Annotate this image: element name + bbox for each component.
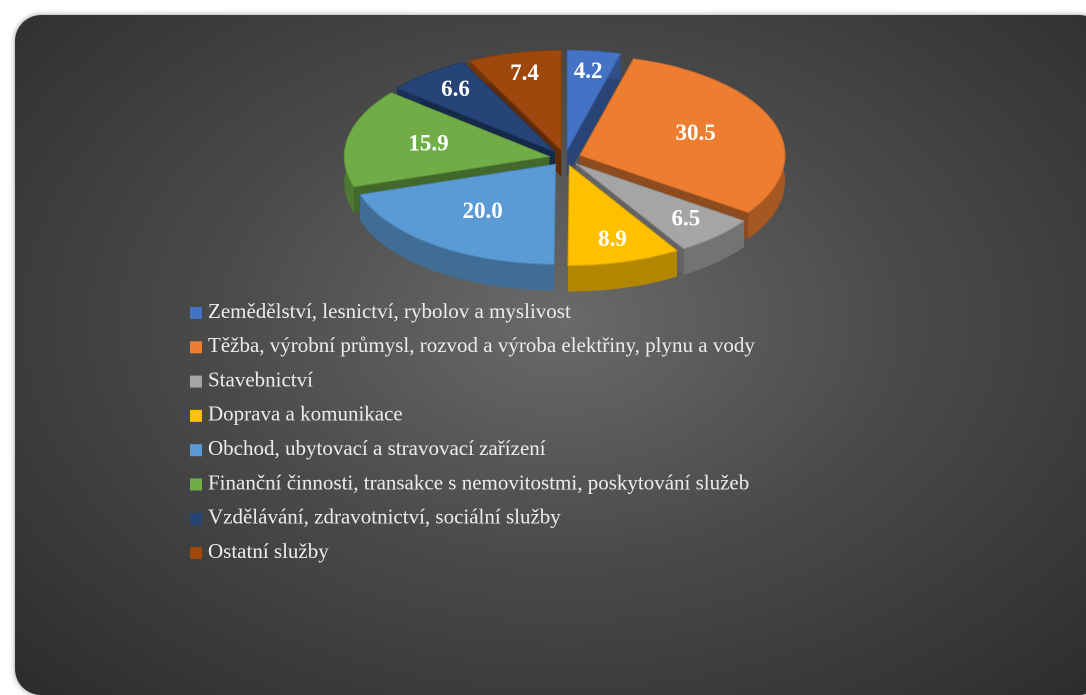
- slice: [343, 92, 552, 188]
- slice-cut-face: [567, 53, 621, 177]
- slice: [468, 49, 562, 152]
- data-label: 6.5: [671, 206, 700, 231]
- legend-label: Stavebnictví: [208, 367, 313, 391]
- slice: [579, 58, 786, 214]
- data-label: 4.2: [574, 58, 603, 83]
- data-label: 30.5: [676, 120, 716, 145]
- legend-label: Finanční činnosti, transakce s nemovitos…: [208, 470, 749, 494]
- legend-label: Ostatní služby: [208, 539, 329, 563]
- legend-label: Vzdělávání, zdravotnictví, sociální služ…: [208, 505, 561, 529]
- legend-swatch: [190, 547, 202, 560]
- data-label: 20.0: [462, 198, 502, 223]
- slice-side: [683, 220, 745, 275]
- legend-swatch: [190, 375, 202, 388]
- slice-side: [360, 194, 555, 291]
- legend-label: Doprava a komunikace: [208, 402, 403, 426]
- legend-swatch: [190, 512, 202, 525]
- chart: 4.2 30.5 6.5 8.9 20.0 15.9 6.6 7.4 Zemědělství, …: [190, 49, 786, 563]
- page: 4.2 30.5 6.5 8.9 20.0 15.9 6.6 7.4 Zemědělství, …: [15, 15, 1086, 695]
- data-label: 15.9: [408, 130, 448, 155]
- legend-label: Těžba, výrobní průmysl, rozvod a výroba …: [208, 333, 755, 357]
- legend-swatch: [190, 341, 202, 354]
- data-label: 8.9: [598, 226, 627, 251]
- legend-label: Zemědělství, lesnictví, rybolov a mysliv…: [208, 299, 571, 323]
- legend-swatch: [190, 478, 202, 491]
- legend-swatch: [190, 307, 202, 319]
- legend-swatch: [190, 409, 202, 422]
- slice: [575, 163, 746, 250]
- slice: [395, 61, 556, 153]
- data-label: 7.4: [510, 60, 539, 85]
- slice: [359, 163, 557, 265]
- legend-label: Obchod, ubytovací a stravovací zařízení: [208, 436, 546, 460]
- slice: [567, 164, 679, 266]
- slice: [566, 49, 622, 153]
- legend-swatch: [190, 444, 202, 457]
- slice-side: [568, 250, 677, 292]
- data-label: 6.6: [441, 76, 470, 101]
